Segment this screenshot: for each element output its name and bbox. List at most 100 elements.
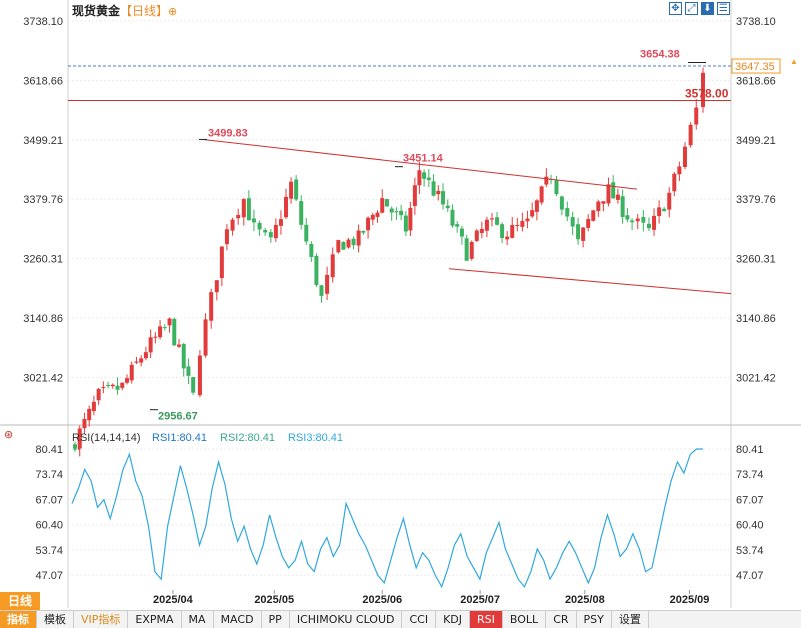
candle-body [559, 196, 564, 210]
candle-body [246, 198, 251, 221]
candle-body [341, 242, 346, 250]
candle-body [534, 200, 539, 212]
rsi-tick-right: 67.07 [736, 494, 764, 506]
candle-body [124, 378, 129, 383]
candle-body [158, 326, 163, 338]
candle-body [601, 201, 606, 204]
indicator-tab[interactable]: CR [546, 611, 577, 628]
indicator-tab[interactable]: EXPMA [128, 611, 182, 628]
candle-body [591, 210, 596, 221]
candle-body [209, 292, 214, 321]
x-tick-label: 2025/09 [670, 594, 710, 606]
candle-body [384, 199, 389, 207]
candle-body [426, 177, 431, 181]
indicator-tab[interactable]: 模板 [37, 611, 74, 628]
candle-body [361, 230, 366, 233]
candle-body [672, 173, 677, 192]
rsi1-label: RSI1:80.41 [152, 432, 207, 444]
indicator-tab[interactable]: PP [262, 611, 290, 628]
candle-body [515, 224, 520, 226]
indicator-tab[interactable]: BOLL [503, 611, 547, 628]
indicator-tab[interactable]: 指标 [0, 611, 37, 628]
move-icon[interactable]: ✥ [669, 2, 682, 15]
add-icon: ⊕ [168, 6, 177, 18]
candle-body [505, 236, 510, 240]
candle-body [241, 199, 246, 218]
indicator-tab[interactable]: MACD [214, 611, 262, 628]
x-tick-label: 2025/07 [460, 594, 500, 606]
price-tick-right: 3499.21 [736, 135, 776, 147]
candle-body [408, 207, 413, 231]
candle-body [657, 207, 662, 217]
indicator-tab[interactable]: VIP指标 [74, 611, 129, 628]
indicator-tab[interactable]: MA [182, 611, 214, 628]
candle-body [422, 172, 427, 179]
candle-body [380, 198, 385, 213]
candle-body [662, 208, 667, 212]
candle-body [611, 182, 616, 199]
candle-body [134, 361, 139, 363]
candle-body [544, 176, 549, 185]
candle-body [403, 215, 408, 232]
rsi-tick-left: 67.07 [35, 494, 63, 506]
price-tick-left: 3379.76 [23, 194, 63, 206]
rsi-tick-right: 60.40 [736, 520, 764, 532]
annotation-level: 3578.00 [685, 87, 729, 101]
candle-body [172, 318, 177, 346]
indicator-tab[interactable]: 设置 [612, 611, 649, 628]
indicator-tab[interactable]: PSY [577, 611, 612, 628]
indicator-tab[interactable]: KDJ [436, 611, 471, 628]
annotation-peak-jun: 3451.14 [403, 153, 444, 165]
candle-body [520, 220, 525, 227]
rsi-settings-icon: ⊛ [4, 429, 13, 441]
candle-body [606, 184, 611, 204]
candle-body [148, 337, 153, 353]
candle-body [268, 232, 273, 238]
candle-body [412, 185, 417, 206]
candle-body [91, 401, 96, 412]
candle-body [635, 218, 640, 222]
menu-icon[interactable]: ☰ [717, 2, 730, 15]
candle-body [278, 219, 283, 226]
candle-body [346, 239, 351, 248]
fit-icon[interactable]: ⤢ [685, 2, 698, 15]
price-tick-right: 3618.66 [736, 75, 776, 87]
indicator-tab[interactable]: RSI [470, 611, 503, 628]
candle-body [309, 243, 314, 258]
candle-body [615, 194, 620, 200]
candle-body [325, 274, 330, 294]
candle-body [153, 336, 158, 338]
candle-body [495, 217, 500, 225]
x-tick-label: 2025/05 [254, 594, 294, 606]
candle-body [366, 217, 371, 231]
candle-body [688, 124, 693, 146]
indicator-tab[interactable]: ICHIMOKU CLOUD [290, 611, 403, 628]
candle-body [375, 212, 380, 217]
candle-body [214, 280, 219, 293]
candle-body [230, 219, 235, 231]
candle-body [565, 208, 570, 217]
rsi-title: RSI(14,14,14) [72, 432, 140, 444]
candle-body [586, 218, 591, 228]
candle-body [417, 170, 422, 186]
rsi3-label: RSI3:80.41 [288, 432, 343, 444]
candle-body [96, 388, 101, 401]
candle-body [143, 352, 148, 359]
price-tick-left: 3738.10 [23, 16, 63, 28]
period-tab[interactable]: 日线 [0, 592, 41, 610]
candle-body [273, 224, 278, 239]
x-tick-label: 2025/08 [565, 594, 605, 606]
rsi-line [71, 448, 703, 589]
candle-body [257, 222, 262, 230]
rsi-tick-left: 47.07 [35, 570, 63, 582]
candle-body [101, 387, 106, 389]
download-icon[interactable]: ⬇ [701, 2, 714, 15]
candle-body [455, 224, 460, 227]
rsi-tick-left: 53.74 [35, 545, 63, 557]
indicator-tab[interactable]: CCI [402, 611, 437, 628]
candle-body [399, 210, 404, 216]
lower-trendline [448, 268, 732, 295]
candle-body [167, 318, 172, 326]
candle-body [203, 319, 208, 356]
candle-body [581, 227, 586, 241]
